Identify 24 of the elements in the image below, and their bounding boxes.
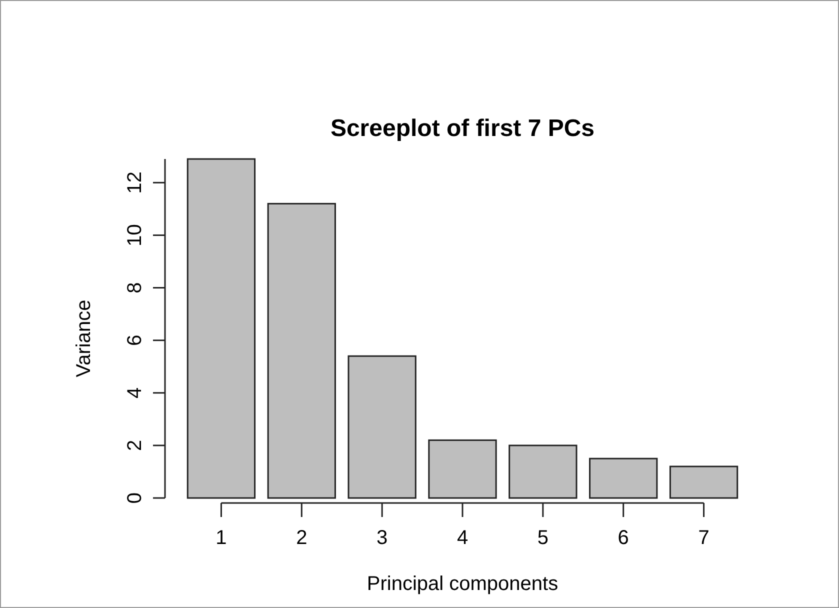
y-tick-label: 10 (124, 224, 146, 246)
bar (589, 458, 658, 499)
x-tick-label: 6 (618, 527, 629, 549)
bar (669, 466, 738, 499)
bar (428, 439, 497, 499)
x-tick-label: 2 (296, 527, 308, 549)
y-tick-label: 0 (124, 492, 146, 504)
chart-title: Screeplot of first 7 PCs (330, 115, 595, 142)
y-tick-label: 4 (124, 387, 146, 398)
y-tick-label: 8 (124, 282, 146, 294)
x-tick-label: 5 (537, 527, 548, 549)
x-tick-label: 4 (456, 527, 468, 549)
bar (267, 202, 336, 499)
x-tick-label: 7 (698, 527, 710, 549)
x-tick-label: 1 (216, 527, 227, 549)
y-tick-label: 12 (124, 172, 146, 194)
x-axis-title: Principal components (366, 573, 558, 595)
bar (186, 158, 256, 499)
bar (508, 444, 578, 499)
y-tick-label: 6 (124, 334, 146, 346)
x-tick-label: 3 (376, 527, 388, 549)
y-axis-title: Variance (73, 300, 95, 378)
bar (348, 355, 416, 499)
y-tick-label: 2 (124, 440, 146, 452)
